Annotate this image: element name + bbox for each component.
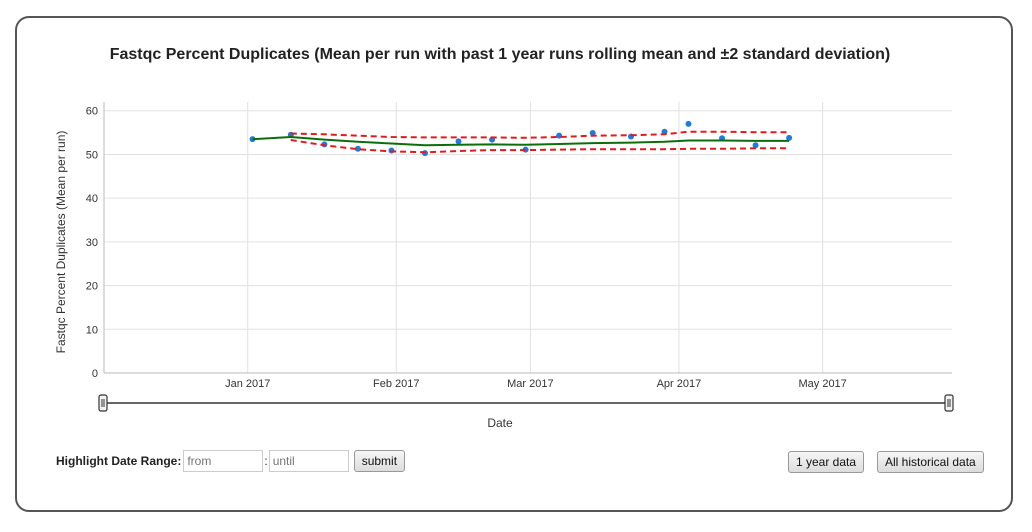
std-band-line <box>290 130 790 139</box>
y-tick-label: 0 <box>92 368 98 380</box>
range-navigator <box>98 394 954 412</box>
handle-body <box>98 394 108 412</box>
all-historical-data-button[interactable]: All historical data <box>877 451 984 473</box>
y-tick-label: 10 <box>86 324 98 336</box>
chart-title: Fastqc Percent Duplicates (Mean per run … <box>109 46 891 63</box>
data-point <box>354 145 361 152</box>
from-date-input[interactable] <box>183 450 264 472</box>
data-point <box>455 138 462 145</box>
y-tick-label: 60 <box>86 106 98 118</box>
navigator-left-handle[interactable] <box>98 394 108 412</box>
plot-area <box>104 102 952 373</box>
x-tick-label: May 2017 <box>798 378 846 390</box>
data-point <box>752 142 759 149</box>
y-tick-label: 30 <box>86 237 98 249</box>
y-axis-label: Fastqc Percent Duplicates (Mean per run) <box>54 130 68 354</box>
navigator-right-handle[interactable] <box>944 394 954 412</box>
x-tick-label: Feb 2017 <box>373 378 419 390</box>
highlight-controls: Highlight Date Range: : submit <box>56 450 406 472</box>
std-band-line <box>290 139 790 154</box>
y-tick-label: 20 <box>86 281 98 293</box>
rolling-mean-line <box>252 135 790 147</box>
x-axis-label: Date <box>487 416 513 430</box>
x-tick-label: Apr 2017 <box>657 378 702 390</box>
grid <box>104 102 952 374</box>
range-separator: : <box>264 454 268 468</box>
submit-button[interactable]: submit <box>353 450 406 472</box>
data-point <box>786 134 793 141</box>
handle-body <box>944 394 954 412</box>
data-point <box>685 120 692 127</box>
data-point <box>556 132 563 139</box>
series-layer <box>249 120 793 157</box>
data-point <box>589 130 596 137</box>
y-tick-label: 40 <box>86 193 98 205</box>
axes: 0 10 20 30 40 50 60 Jan 2017 Feb 2017 Mar 2017 Apr… <box>86 102 952 390</box>
highlight-date-range-label: Highlight Date Range: <box>56 454 182 468</box>
x-tick-label: Jan 2017 <box>225 378 270 390</box>
until-date-input[interactable] <box>268 450 349 472</box>
x-tick-label: Mar 2017 <box>507 378 553 390</box>
y-tick-label: 50 <box>86 149 98 161</box>
one-year-data-button[interactable]: 1 year data <box>788 451 865 473</box>
